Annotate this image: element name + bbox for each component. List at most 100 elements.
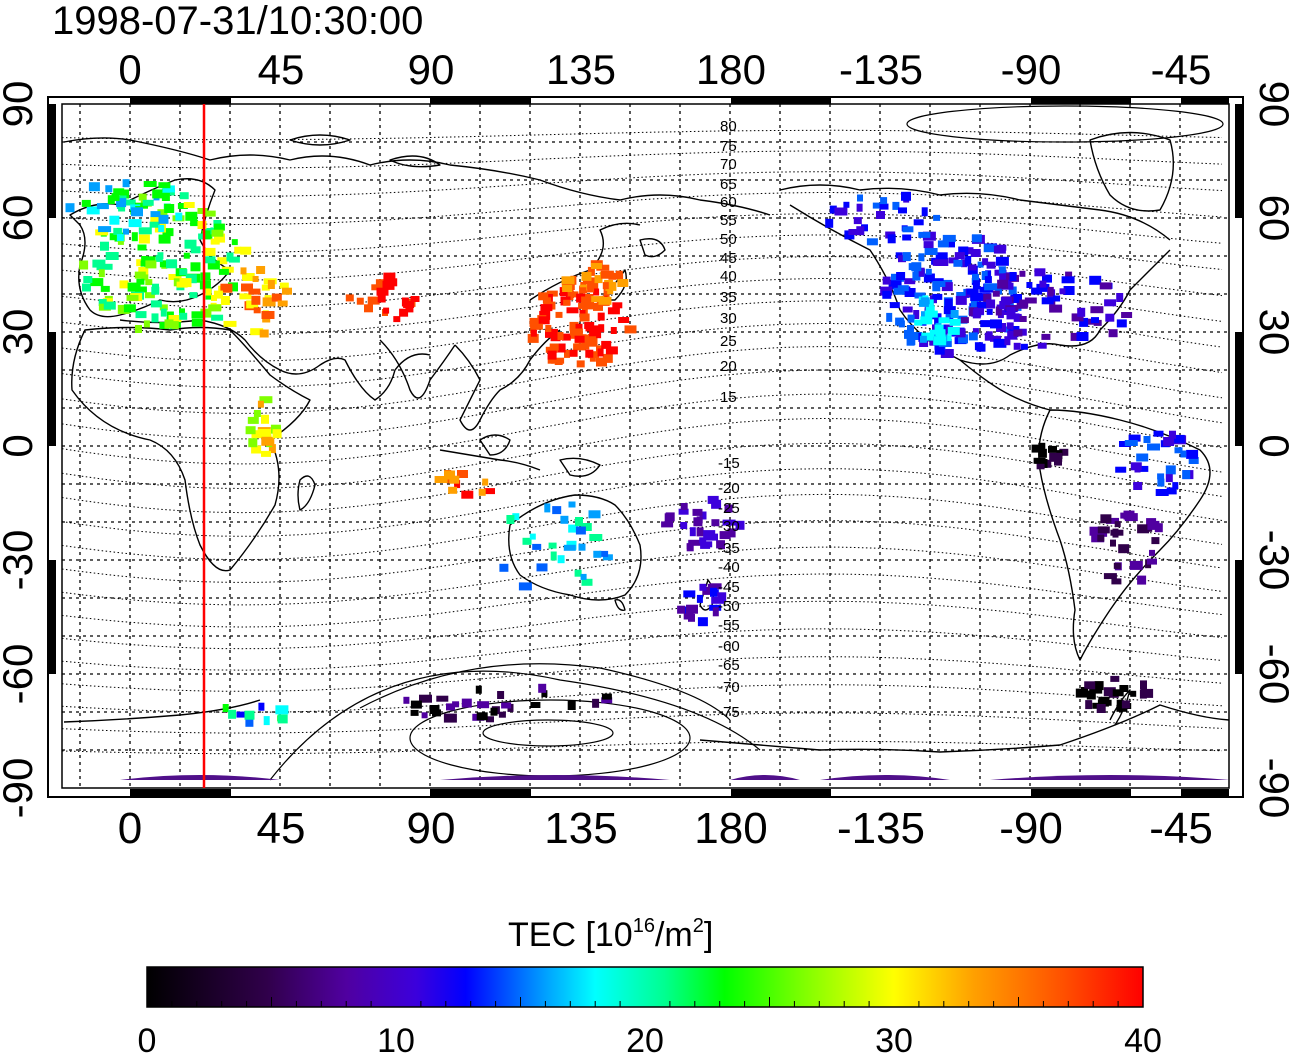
tec-cell [1084,681,1096,690]
tec-cell [529,317,543,327]
tec-cell [1106,517,1119,524]
tec-cell [250,328,264,336]
tec-cell [213,220,222,227]
tec-cell [403,301,415,308]
tec-cell [1005,279,1012,286]
tec-cell [548,542,557,549]
longitude-tick-label: -45 [1151,46,1212,93]
tec-cell [901,191,911,201]
longitude-tick-label: 0 [118,804,142,853]
tec-cell [856,226,865,236]
contour-label: 45 [720,250,737,267]
tec-cell [109,215,120,225]
tec-cell [244,710,255,720]
tec-cell [913,219,924,226]
tec-cell [261,284,270,291]
tec-cell [934,324,944,332]
tec-cell [461,698,472,708]
tec-cell [1116,293,1124,302]
tec-cell [499,563,509,572]
tec-cell [1104,299,1117,307]
tec-cell [980,320,994,328]
tec-cell [123,199,136,206]
tec-cell [911,262,922,272]
tec-cell [882,290,892,299]
tec-cell [158,225,165,232]
tec-cell [906,336,915,346]
tec-cell [861,224,868,232]
tec-cell [550,551,557,561]
tec-cell [1121,312,1133,318]
tec-cell [126,294,139,301]
tec-cell [263,716,270,726]
tec-cell [1089,526,1102,536]
tec-cell [1037,342,1047,349]
tec-cell [986,261,996,269]
tec-cell [228,256,240,263]
tec-cell [197,221,207,229]
tec-cell [282,287,292,295]
latitude-labels-right: 90 60 30 0 -30 -60 -90 [1251,81,1292,819]
tec-cell [522,537,532,545]
tec-cell [966,288,979,295]
tec-cell [1048,445,1057,453]
tec-cell [958,334,968,344]
tec-cell [277,714,288,724]
tec-cell [258,702,265,711]
contour-label: -70 [718,679,740,696]
latitude-tick-label: 60 [0,195,41,242]
tec-cell [1079,317,1089,327]
tec-cell [597,348,604,357]
tec-cell [593,288,600,296]
tec-cell [569,349,578,357]
tec-cell [552,506,562,515]
tec-cell [921,311,927,320]
tec-cell [568,524,579,533]
tec-cell [596,264,610,271]
tec-cell [624,325,637,334]
tec-cell [123,304,136,313]
tec-cell [938,317,950,324]
longitude-tick-label: 135 [544,804,617,853]
tec-cell [259,396,273,404]
tec-cell [184,239,197,249]
tec-cell [190,246,201,254]
tec-cell [1024,297,1037,304]
tec-cell [1157,473,1165,480]
tec-cell [160,308,167,317]
tec-cell [1163,437,1175,446]
tec-cell [995,286,1003,295]
tec-cell [943,306,956,315]
tec-cell [1140,465,1149,472]
tec-cell [923,241,934,249]
tec-cell [834,207,848,216]
tec-cell [1157,478,1165,487]
tec-cell [1133,482,1143,490]
tec-cell [131,207,143,217]
tec-cell [138,267,149,275]
contour-label: -15 [718,455,740,472]
tec-cell [944,298,953,307]
map-title: 1998-07-31/10:30:00 [52,0,423,43]
tec-cell [589,330,602,339]
tec-cell [164,319,174,329]
tec-cell [598,324,605,333]
tec-cell [1153,430,1164,437]
tec-cell [1009,272,1017,281]
tec-cell [277,300,288,307]
tec-cell [1059,448,1069,456]
contour-label: -45 [718,579,740,596]
tec-cell [171,321,179,330]
tec-cell [603,288,610,298]
tec-cell [696,516,703,524]
tec-cell [712,607,719,617]
tec-cell [1089,686,1103,694]
tec-cell [710,587,717,597]
tec-cell [1041,297,1054,305]
tec-cell [128,219,142,228]
tec-cell [1049,304,1063,313]
latitude-tick-label: 0 [0,434,41,457]
tec-cell [518,582,532,591]
contour-label: 65 [720,176,737,193]
tec-cell [919,341,929,347]
